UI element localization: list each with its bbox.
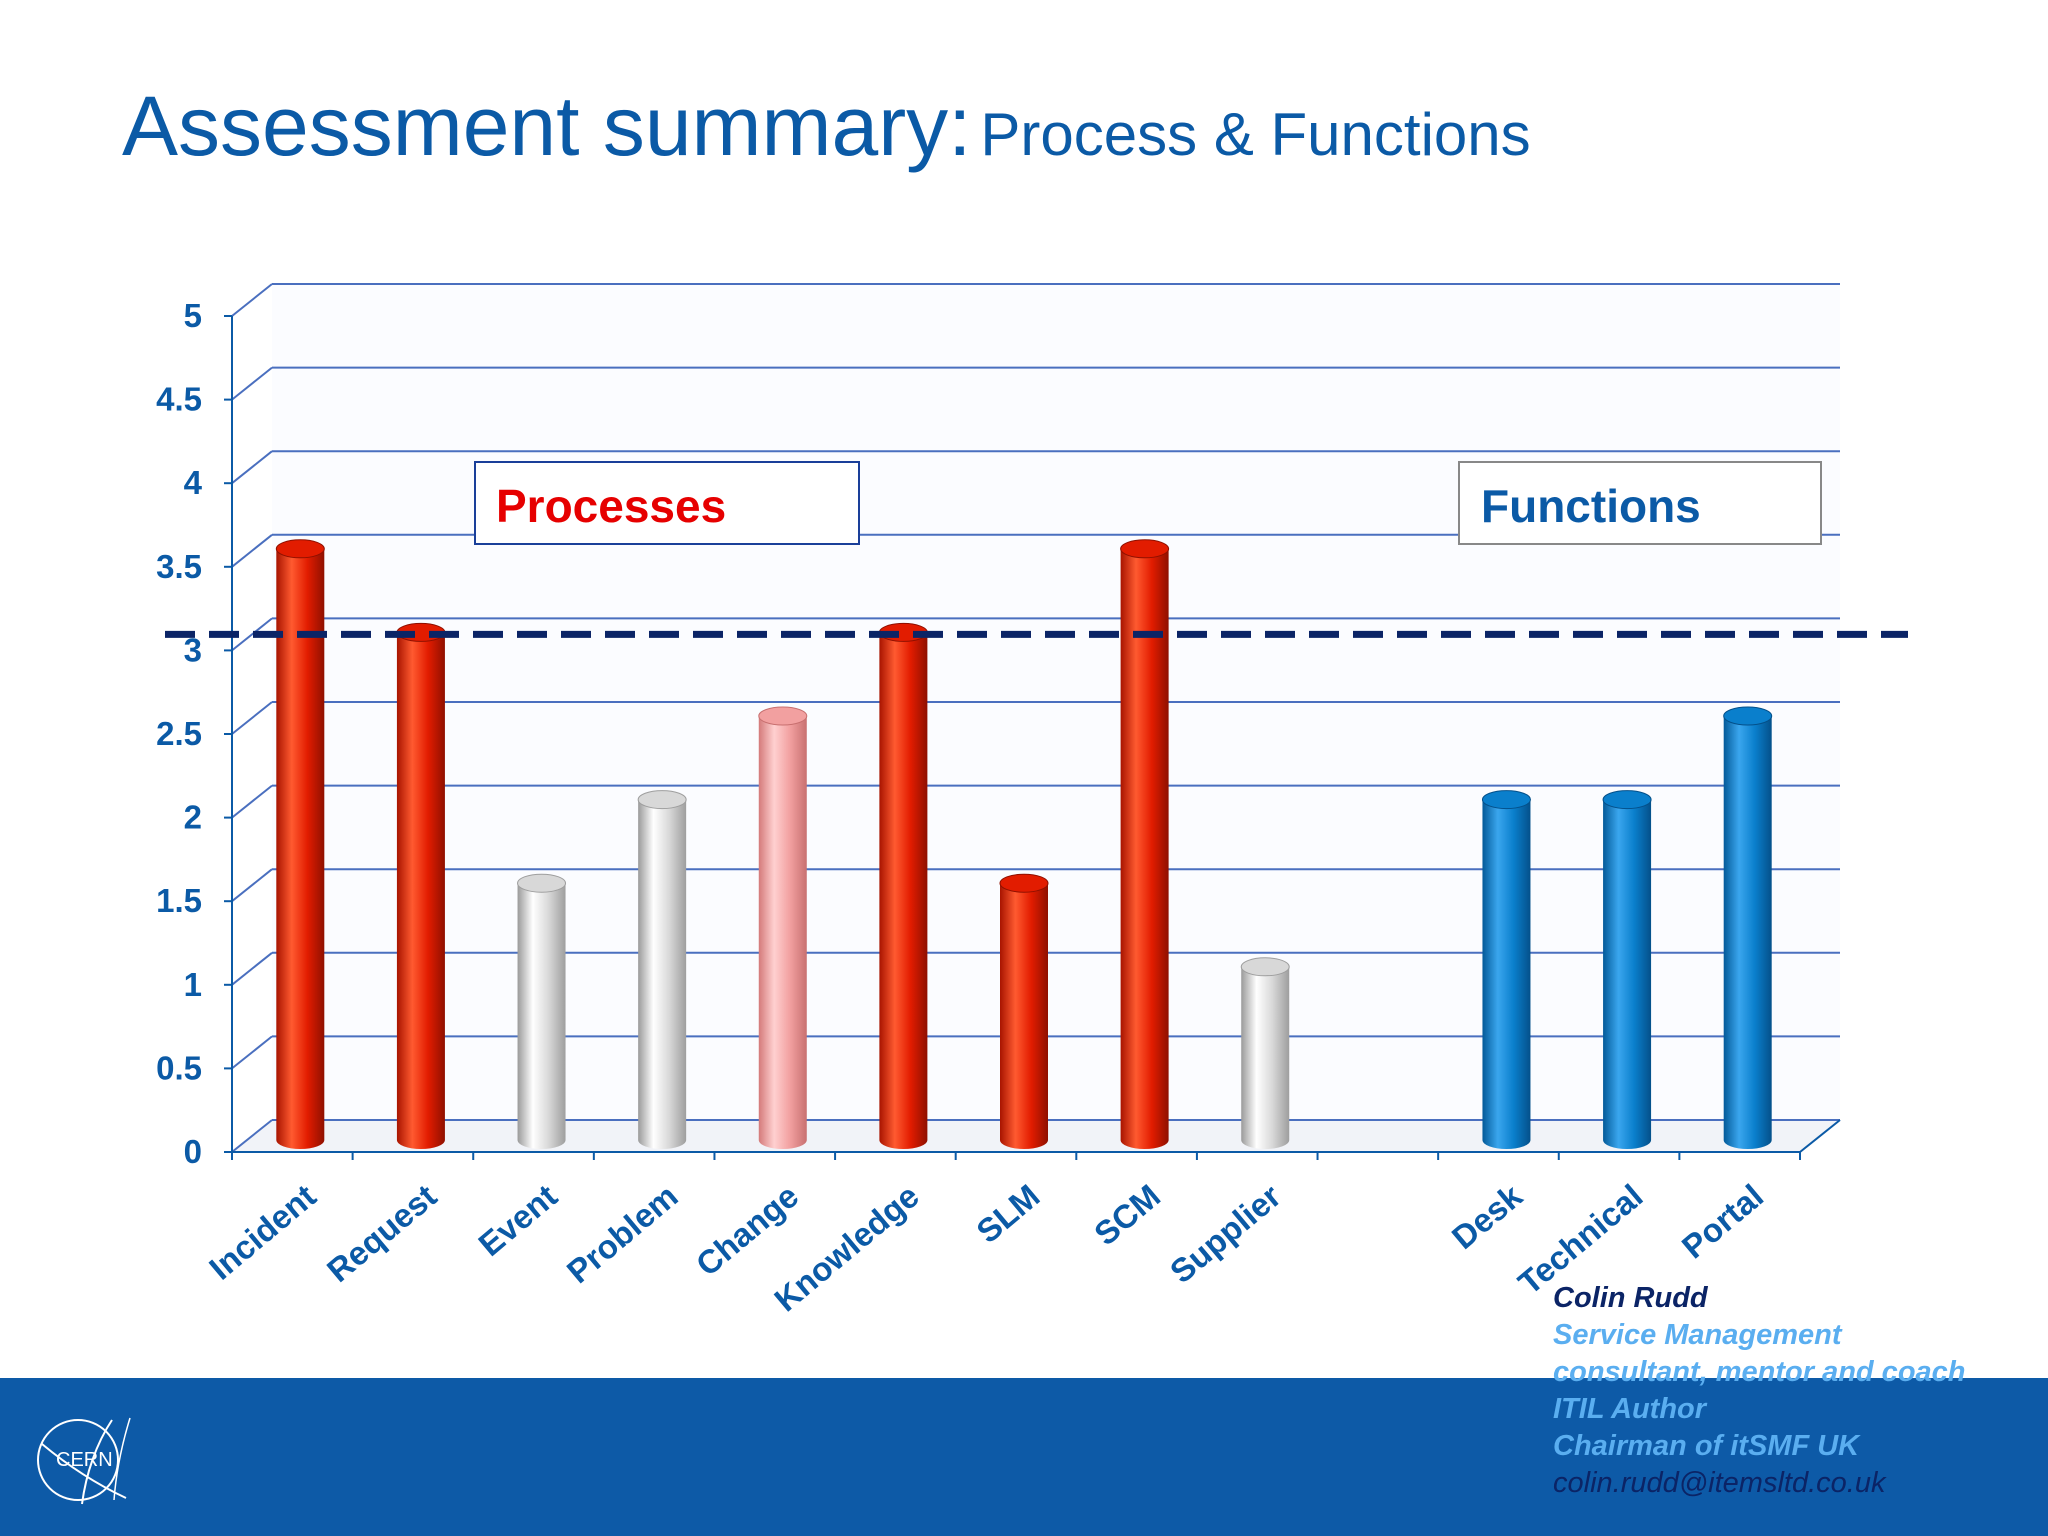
author-role-line: ITIL Author xyxy=(1553,1393,1707,1425)
bar-knowledge xyxy=(878,622,928,1149)
y-tick-label: 0.5 xyxy=(156,1049,202,1086)
bar-portal xyxy=(1723,706,1773,1149)
slide-title: Assessment summary: Process & Functions xyxy=(122,78,1531,175)
slide-title-main: Assessment summary: xyxy=(122,79,972,173)
y-tick-label: 3 xyxy=(184,631,202,668)
author-signature: Colin Rudd Service Management consultant… xyxy=(1553,1280,2043,1502)
bar-supplier xyxy=(1240,957,1290,1149)
bar-chart: 0 0.5 1 1.5 2 2.5 3 3.5 4 4.5 5 Processes Functions I… xyxy=(156,283,1908,1319)
gridline-diagonal xyxy=(231,701,273,735)
bar-desk xyxy=(1481,790,1531,1149)
x-tick-label: Change xyxy=(689,1177,805,1283)
y-tick-label: 2 xyxy=(184,799,202,836)
slide-title-sub: Process & Functions xyxy=(980,101,1531,168)
gridline-diagonal xyxy=(231,366,273,401)
gridline-diagonal xyxy=(231,952,273,986)
x-axis-end xyxy=(1799,1119,1841,1153)
bar-slm xyxy=(999,873,1049,1149)
annotation-box-processes xyxy=(474,461,860,545)
gridline-diagonal xyxy=(231,617,273,652)
x-tick-label: Desk xyxy=(1445,1177,1530,1256)
x-tick-label: Request xyxy=(320,1177,444,1289)
author-role-line: Service Management xyxy=(1553,1319,1842,1351)
y-tick-label: 5 xyxy=(184,297,202,334)
x-tick-label: Problem xyxy=(560,1177,685,1290)
x-tick-label: Portal xyxy=(1675,1177,1770,1265)
author-role-line: Chairman of itSMF UK xyxy=(1553,1430,1860,1462)
annotation-processes: Processes xyxy=(496,480,726,532)
bar-problem xyxy=(637,790,687,1149)
bar-change xyxy=(758,706,808,1149)
bar-request xyxy=(396,622,446,1149)
annotation-functions: Functions xyxy=(1481,480,1701,532)
x-tick-label: Supplier xyxy=(1163,1177,1288,1290)
cern-logo: CERN xyxy=(37,1417,131,1505)
bar-incident xyxy=(275,539,325,1149)
annotation-box-functions xyxy=(1458,461,1822,545)
x-tick-label: SLM xyxy=(969,1177,1046,1250)
cern-logo-text: CERN xyxy=(56,1449,113,1471)
x-tick-label: SCM xyxy=(1087,1177,1167,1252)
y-tick-label: 4.5 xyxy=(156,381,202,418)
gridline-diagonal xyxy=(231,283,273,317)
y-tick-label: 4 xyxy=(184,464,203,501)
x-tick-label: Event xyxy=(471,1177,564,1263)
gridline-diagonal xyxy=(231,784,273,819)
author-email: colin.rudd@itemsltd.co.uk xyxy=(1553,1467,1886,1499)
bar-event xyxy=(517,873,567,1149)
x-tick-label: Incident xyxy=(202,1177,323,1287)
y-tick-label: 2.5 xyxy=(156,715,202,752)
footer-band xyxy=(0,1378,2048,1536)
gridline-diagonal xyxy=(231,534,273,568)
y-tick-label: 1.5 xyxy=(156,882,202,919)
bar-technical xyxy=(1602,790,1652,1149)
gridline-diagonal xyxy=(231,1035,273,1070)
author-role-line: consultant, mentor and coach xyxy=(1553,1356,1966,1388)
bar-scm xyxy=(1120,539,1170,1149)
y-tick-label: 0 xyxy=(184,1133,202,1170)
y-tick-label: 1 xyxy=(184,966,202,1003)
author-name: Colin Rudd xyxy=(1553,1282,1708,1314)
gridline-diagonal xyxy=(231,450,273,484)
y-tick-label: 3.5 xyxy=(156,548,202,585)
gridline-diagonal xyxy=(231,1119,273,1153)
gridline-diagonal xyxy=(231,868,273,902)
